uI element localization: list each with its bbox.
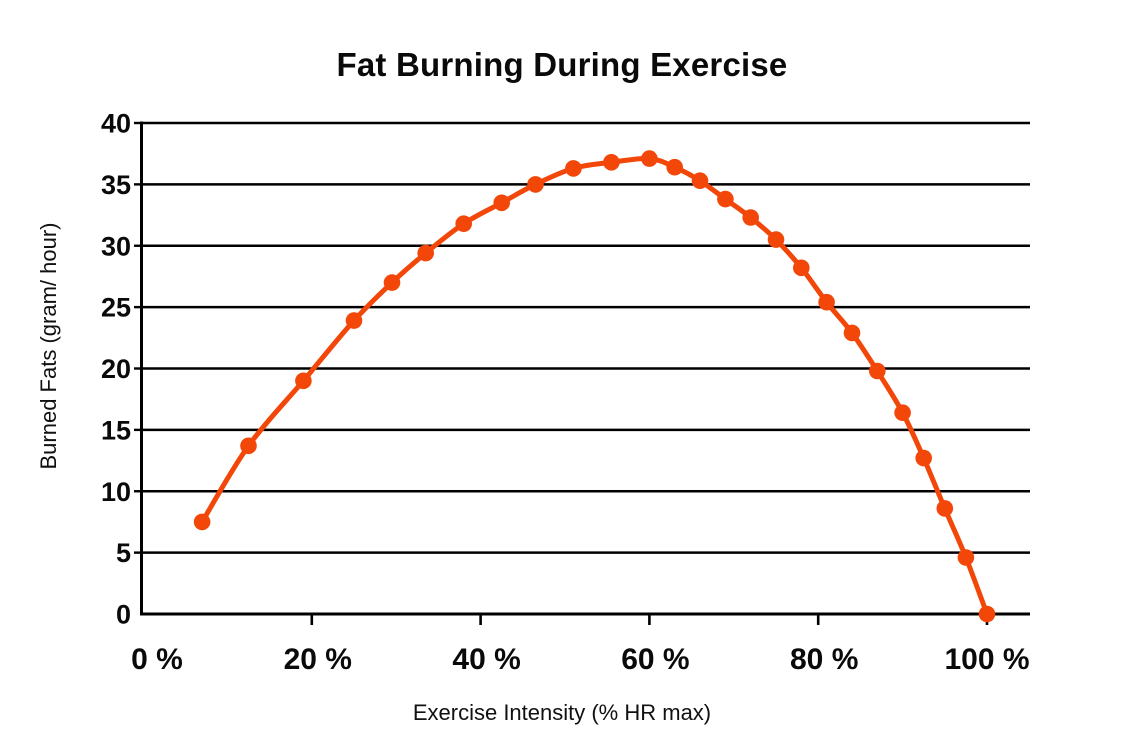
chart-title: Fat Burning During Exercise <box>336 46 788 83</box>
x-axis-title: Exercise Intensity (% HR max) <box>412 700 712 725</box>
data-point <box>493 194 511 212</box>
data-point <box>717 190 734 208</box>
x-tick-label: 60 % <box>621 643 689 676</box>
data-point <box>527 176 544 193</box>
data-point <box>957 549 975 566</box>
data-point <box>240 437 257 455</box>
data-point <box>793 259 810 277</box>
y-tick-label: 25 <box>101 293 131 323</box>
y-tick-label: 30 <box>101 231 131 261</box>
data-point <box>936 500 954 517</box>
x-tick-label: 0 % <box>131 643 183 676</box>
data-point <box>641 150 658 167</box>
data-point <box>603 154 620 171</box>
data-point <box>383 274 401 291</box>
data-point <box>193 513 211 531</box>
data-point <box>691 172 709 189</box>
data-point <box>767 231 785 248</box>
y-tick-label: 40 <box>101 109 131 139</box>
y-tick-label: 35 <box>101 170 131 200</box>
data-point <box>742 209 759 226</box>
y-tick-label: 5 <box>116 538 131 568</box>
data-point <box>843 324 861 342</box>
x-tick-label: 100 % <box>944 643 1029 676</box>
data-point <box>869 362 886 380</box>
y-tick-label: 0 <box>116 600 131 630</box>
data-point <box>978 605 996 623</box>
data-point <box>345 312 363 329</box>
y-tick-label: 10 <box>101 477 131 507</box>
data-point <box>417 244 435 262</box>
data-point <box>455 215 473 232</box>
data-point <box>565 160 582 177</box>
data-point <box>894 404 911 422</box>
x-tick-label: 40 % <box>452 643 520 676</box>
y-tick-label: 15 <box>101 415 131 445</box>
fat-burning-curve <box>199 155 990 617</box>
data-point <box>295 372 312 390</box>
data-point <box>818 293 835 311</box>
data-point <box>666 158 683 176</box>
y-tick-label: 20 <box>101 354 131 384</box>
x-tick-label: 20 % <box>284 643 352 676</box>
data-point <box>915 449 932 467</box>
x-tick-label: 80 % <box>790 643 858 676</box>
